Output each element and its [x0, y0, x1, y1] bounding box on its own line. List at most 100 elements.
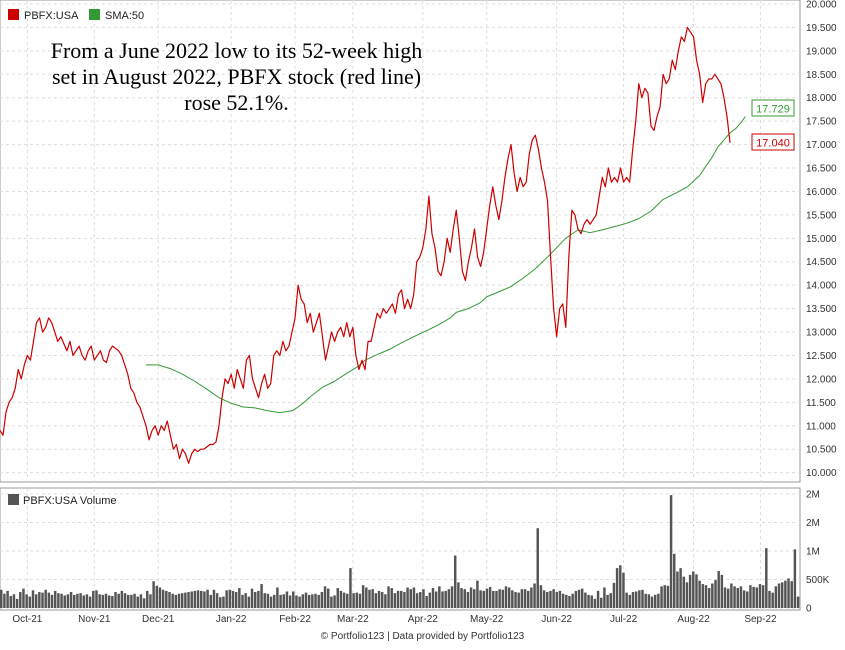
- volume-bar: [577, 589, 581, 608]
- price-tick-label: 14.500: [806, 257, 837, 268]
- volume-bar: [384, 594, 387, 608]
- volume-bar: [717, 570, 720, 608]
- volume-bar: [644, 593, 647, 608]
- volume-bar: [234, 592, 238, 608]
- volume-bar: [555, 592, 559, 608]
- volume-bar: [295, 595, 298, 608]
- volume-bar: [269, 596, 273, 608]
- volume-bar: [371, 589, 374, 608]
- annotation-line-3: rose 52.1%.: [184, 90, 289, 115]
- volume-bar: [501, 589, 505, 608]
- volume-bar: [393, 593, 397, 608]
- volume-bar: [460, 588, 463, 608]
- volume-bar: [339, 590, 343, 608]
- volume-bar: [349, 568, 352, 608]
- volume-bar: [311, 594, 314, 608]
- volume-bar: [653, 594, 657, 608]
- volume-bar: [365, 587, 368, 608]
- volume-bar: [387, 586, 390, 608]
- volume-bar: [419, 592, 422, 608]
- volume-bar: [279, 594, 282, 608]
- volume-bar: [476, 580, 479, 608]
- volume-bar: [292, 591, 295, 608]
- volume-bar: [615, 568, 619, 608]
- volume-bar: [206, 589, 209, 608]
- volume-bar: [742, 590, 746, 608]
- last-value-label: 17.040: [756, 138, 790, 150]
- x-tick-label: Jul-22: [610, 614, 638, 625]
- volume-bar: [549, 590, 552, 608]
- volume-bar: [504, 586, 508, 608]
- volume-bar: [123, 593, 127, 608]
- volume-bar: [746, 591, 749, 608]
- volume-bar: [50, 594, 54, 608]
- volume-bar: [412, 587, 416, 608]
- volume-bar: [361, 585, 365, 608]
- x-tick-label: Oct-21: [12, 614, 42, 625]
- volume-bar: [580, 588, 584, 608]
- volume-bar: [568, 596, 571, 608]
- price-tick-label: 13.000: [806, 328, 837, 339]
- volume-bar: [111, 596, 114, 608]
- volume-bar: [165, 590, 168, 608]
- annotation-line-2: set in August 2022, PBFX stock (red line…: [51, 64, 422, 89]
- volume-bar: [377, 590, 381, 608]
- volume-bar: [117, 593, 120, 608]
- last-value-box: [751, 99, 795, 117]
- volume-bar: [593, 598, 597, 608]
- x-tick-label: Feb-22: [279, 614, 311, 625]
- volume-bar: [320, 592, 324, 608]
- volume-bar: [358, 593, 362, 608]
- price-tick-label: 16.000: [806, 187, 837, 198]
- volume-bar: [196, 590, 200, 608]
- volume-bar: [603, 587, 606, 608]
- volume-bar: [53, 590, 57, 608]
- volume-bar: [168, 592, 171, 608]
- legend: PBFX:USA SMA:50: [8, 9, 144, 22]
- volume-axis: 0 500K 1M 2M 2M: [806, 490, 830, 615]
- volume-bar: [285, 591, 289, 608]
- volume-bar: [95, 590, 98, 608]
- x-tick-label: Mar-22: [337, 614, 369, 625]
- volume-bar: [34, 594, 38, 608]
- volume-bar: [647, 594, 651, 608]
- annotation-line-1: From a June 2022 low to its 52-week high: [50, 38, 423, 63]
- volume-bar: [530, 587, 533, 608]
- volume-bar: [9, 596, 12, 608]
- volume-bar: [396, 590, 400, 608]
- x-tick-label: Jan-22: [216, 614, 247, 625]
- volume-bar: [796, 596, 800, 608]
- legend-label-sma: SMA:50: [105, 10, 144, 22]
- volume-bar: [3, 593, 6, 608]
- volume-bar: [688, 574, 692, 608]
- volume-bar: [212, 589, 216, 608]
- volume-bar: [558, 590, 562, 608]
- volume-bar: [587, 594, 590, 608]
- volume-bar: [219, 597, 222, 608]
- volume-plot-frame: [0, 487, 801, 611]
- volume-bar: [333, 595, 336, 608]
- volume-bar: [498, 589, 501, 608]
- volume-bar: [507, 587, 511, 608]
- legend-swatch-volume: [8, 494, 19, 505]
- volume-bar: [76, 593, 79, 608]
- x-tick-label: Apr-22: [408, 614, 438, 625]
- volume-bar: [241, 594, 244, 608]
- volume-tick-label: 2M: [806, 518, 820, 529]
- price-axis: 10.000 10.500 11.000 11.500 12.000 12.500 13.0…: [806, 0, 837, 479]
- volume-bar: [415, 593, 419, 608]
- volume-bar: [698, 580, 701, 608]
- last-value-labels: 17.729 17.040: [751, 99, 795, 151]
- volume-bar: [780, 582, 784, 608]
- price-tick-label: 13.500: [806, 304, 837, 315]
- volume-bar: [403, 592, 406, 608]
- volume-bar: [139, 594, 143, 608]
- price-tick-label: 10.500: [806, 445, 837, 456]
- volume-bar: [584, 592, 587, 608]
- volume-bar: [660, 586, 663, 608]
- volume-bar: [473, 589, 476, 608]
- sma-line: [146, 116, 746, 414]
- volume-bar: [114, 592, 117, 608]
- volume-bar: [184, 592, 187, 608]
- volume-tick-label: 0: [806, 604, 812, 615]
